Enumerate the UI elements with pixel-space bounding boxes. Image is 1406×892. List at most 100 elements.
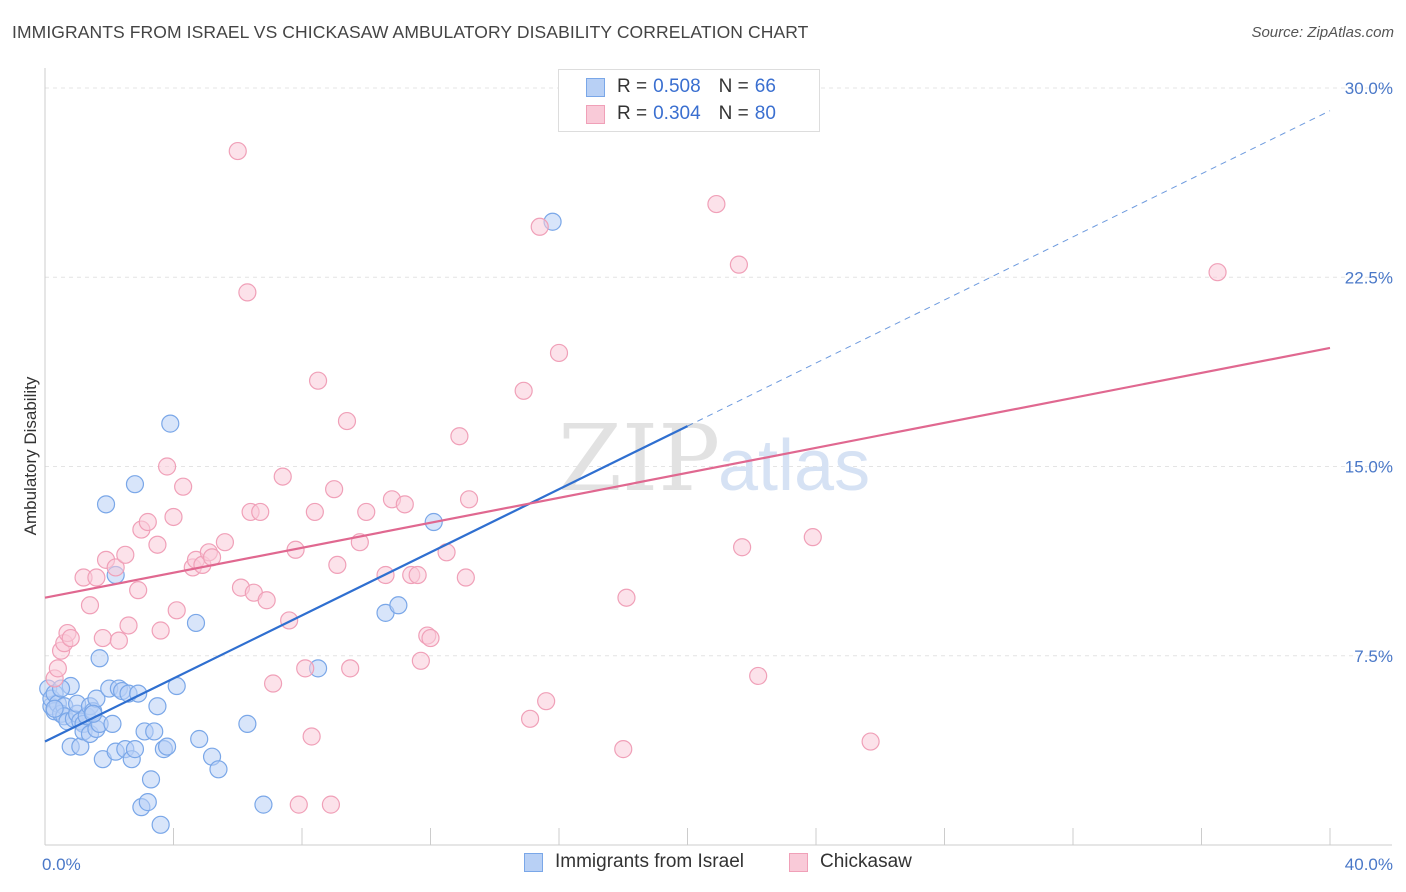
data-point [514,381,533,400]
data-point [749,666,768,686]
data-point [263,674,283,693]
data-point [80,596,100,615]
trend-line [44,425,688,743]
data-point [145,722,164,741]
axes [44,68,1392,846]
data-point [215,533,234,552]
data-point [707,194,726,214]
data-point [614,740,633,759]
legend-swatch-israel [586,77,605,97]
data-point [803,528,822,547]
data-point [129,581,148,600]
data-point [459,490,479,509]
watermark-zip: ZIP [558,405,720,512]
y-tick-label: 22.5% [1345,268,1393,287]
data-point [251,502,270,522]
data-point [520,709,540,728]
data-point [357,502,376,522]
data-point [321,795,341,814]
legend-n-label: N = [718,76,749,97]
data-point [450,427,469,446]
legend-r-value: 0.508 [653,76,701,97]
data-point [273,467,292,486]
y-tick-label: 15.0% [1345,458,1393,477]
data-point [308,371,328,390]
data-point [456,568,475,587]
legend-swatch-chickasaw [586,104,605,124]
data-point [190,729,209,749]
data-point [302,727,321,746]
data-point [61,628,80,648]
data-point [93,628,112,648]
data-point [186,613,206,633]
data-point [90,649,109,668]
data-point [228,141,247,161]
data-point [174,477,193,496]
y-axis-title: Ambulatory Disability [21,376,40,535]
legend-r-label: R = [617,103,648,124]
y-tick-label: 7.5% [1354,647,1393,666]
data-point [138,512,157,532]
data-point [1208,263,1227,282]
data-point [103,714,122,733]
data-point [733,538,752,557]
x-tick-label: 0.0% [42,855,81,874]
data-point [530,217,549,236]
data-point [328,555,347,575]
data-point [729,255,749,274]
legend-n-label: N = [718,103,749,124]
trend-line [44,346,1331,599]
data-point [389,596,408,615]
data-point [238,714,257,733]
legend-n-value: 80 [754,103,776,124]
data-point [96,495,116,514]
chart-title: IMMIGRANTS FROM ISRAEL VS CHICKASAW AMBU… [12,22,809,42]
data-point [296,659,315,678]
data-point [337,411,357,431]
data-point [861,732,880,751]
data-point [549,343,569,363]
data-point [238,283,257,302]
bottom-legend-swatch-chickasaw [789,852,808,872]
y-tick-label: 30.0% [1345,79,1393,98]
data-point [341,659,360,678]
data-point [411,651,430,670]
data-point [148,535,167,554]
data-point [125,740,145,759]
data-point [138,793,157,812]
data-points [39,86,1227,834]
data-point [305,502,324,522]
data-point [617,588,636,607]
data-point [106,558,125,577]
data-point [421,628,440,648]
source-label: Source: ZipAtlas.com [1251,24,1394,41]
bottom-legend-israel: Immigrants from Israel [524,851,744,873]
data-point [395,495,414,514]
grid-lines [45,87,1392,657]
data-point [87,568,106,587]
data-point [408,565,427,585]
trend-lines [44,110,1331,743]
bottom-legend-label-israel: Immigrants from Israel [555,851,744,872]
data-point [161,414,180,433]
data-point [280,611,299,630]
bottom-legend-chickasaw: Chickasaw [789,851,912,873]
data-point [157,457,177,476]
watermark-atlas: atlas [718,426,870,506]
data-point [125,475,145,494]
watermark: ZIP atlas [558,405,870,512]
data-point [109,631,128,650]
data-point [164,507,183,527]
data-point [537,692,556,711]
data-point [289,795,308,814]
legend-r-label: R = [617,76,648,97]
data-point [254,795,273,814]
data-point [45,699,64,718]
legend: R = 0.508 N = 66 R = 0.304 N = 80 [558,69,820,132]
data-point [148,697,167,716]
data-point [157,737,177,756]
legend-r-value: 0.304 [653,103,701,124]
data-point [151,621,170,640]
data-point [209,760,228,779]
